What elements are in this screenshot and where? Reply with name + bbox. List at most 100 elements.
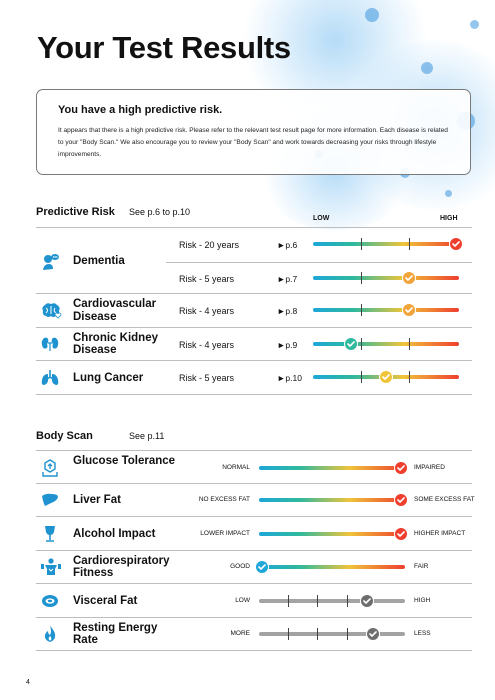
page-reference-link[interactable]: ►p.10 <box>277 373 302 383</box>
score-bar <box>313 370 459 384</box>
score-marker <box>393 493 408 508</box>
body-scan-heading: Body Scan <box>36 430 93 442</box>
score-bar <box>313 303 459 317</box>
scale-left-label: GOOD <box>230 563 250 571</box>
flame-icon <box>40 624 60 644</box>
glucose-icon <box>40 458 60 478</box>
scale-right-label: HIGH <box>414 596 431 604</box>
risk-row: Dementia Risk - 20 years ►p.6 Risk - 5 year… <box>36 227 472 294</box>
scale-high-label: HIGH <box>440 215 458 222</box>
scale-left-label: NORMAL <box>222 463 250 471</box>
bar-tick <box>317 628 319 641</box>
scale-right-label: HIGHER IMPACT <box>414 529 466 537</box>
scale-low-label: LOW <box>313 215 330 222</box>
risk-period: Risk - 4 years <box>179 339 235 350</box>
score-marker <box>254 560 269 575</box>
measure-name: Glucose Tolerance <box>73 455 176 468</box>
score-marker <box>402 303 417 317</box>
risk-row: Cardiovascular Disease Risk - 4 years ►p.8 <box>36 294 472 328</box>
bar-tick <box>361 371 363 383</box>
score-bar <box>313 270 459 285</box>
measure-name: Liver Fat <box>73 494 121 506</box>
scale-left-label: LOW <box>235 596 250 604</box>
measure-name: Cardiorespiratory Fitness <box>73 554 170 580</box>
measure-name: Alcohol Impact <box>73 527 156 540</box>
bar-tick <box>317 594 319 607</box>
risk-alert-box: You have a high predictive risk. It appe… <box>36 89 471 175</box>
scale-right-label: FAIR <box>414 563 429 571</box>
disease-name: Chronic Kidney Disease <box>73 331 158 357</box>
alert-heading: You have a high predictive risk. <box>58 104 223 116</box>
score-bar <box>259 493 408 508</box>
scale-right-label: IMPAIRED <box>414 463 445 471</box>
risk-period: Risk - 5 years <box>179 373 235 383</box>
bar-tick <box>361 238 363 250</box>
bar-tick <box>288 628 290 641</box>
score-marker <box>402 270 417 285</box>
lungs-icon <box>40 368 60 388</box>
brain-heart-icon <box>40 301 62 321</box>
bar-tick <box>361 271 363 284</box>
glass-icon <box>40 524 60 544</box>
risk-period: Risk - 5 years <box>179 273 235 284</box>
bar-tick <box>409 337 411 350</box>
disease-name: Cardiovascular Disease <box>73 298 157 323</box>
score-bar <box>313 336 459 351</box>
bar-tick <box>361 304 363 316</box>
risk-row: Chronic Kidney Disease Risk - 4 years ►p.9 <box>36 328 472 361</box>
score-bar <box>259 593 405 608</box>
score-bar <box>313 237 464 251</box>
scale-left-label: LOWER IMPACT <box>200 529 250 537</box>
scale-right-label: SOME EXCESS FAT <box>414 496 475 504</box>
measure-name: Visceral Fat <box>73 594 138 607</box>
score-marker <box>379 370 393 384</box>
body-scan-row: Alcohol Impact LOWER IMPACT HIGHER IMPACT <box>36 517 472 551</box>
score-marker <box>393 526 408 541</box>
predictive-risk-reference: See p.6 to p.10 <box>129 207 191 217</box>
disease-name: Dementia <box>73 255 125 268</box>
liver-icon <box>40 490 60 510</box>
body-scan-row: Visceral Fat LOW HIGH <box>36 584 472 618</box>
sub-row-divider <box>166 261 472 263</box>
page-reference-link[interactable]: ►p.9 <box>277 339 298 350</box>
predictive-risk-heading: Predictive Risk <box>36 206 115 218</box>
bar-tick <box>346 628 348 641</box>
bar-tick <box>409 371 411 383</box>
fitness-icon <box>40 557 61 577</box>
score-bar <box>254 560 405 575</box>
bar-tick <box>346 594 348 607</box>
page-reference-link[interactable]: ►p.6 <box>277 240 298 250</box>
dementia-icon <box>40 252 60 272</box>
body-scan-row: Liver Fat NO EXCESS FAT SOME EXCESS FAT <box>36 484 475 517</box>
scale-right-label: LESS <box>414 630 431 638</box>
page-reference-link[interactable]: ►p.8 <box>277 306 298 316</box>
predictive-risk-table: Dementia Risk - 20 years ►p.6 Risk - 5 year… <box>36 227 472 395</box>
bar-tick <box>409 238 411 250</box>
score-marker <box>449 237 464 251</box>
scale-left-label: NO EXCESS FAT <box>198 496 250 504</box>
bar-tick <box>361 337 363 350</box>
score-marker <box>360 593 375 608</box>
page-reference-link[interactable]: ►p.7 <box>277 273 298 284</box>
score-bar <box>259 460 408 475</box>
body-scan-table: Glucose Tolerance NORMAL IMPAIRED Liver Fat… <box>36 450 475 651</box>
body-scan-row: Resting Energy Rate MORE LESS <box>36 618 472 651</box>
page-number: 4 <box>26 679 30 686</box>
kidney-icon <box>40 334 60 354</box>
page-title: Your Test Results <box>37 30 291 65</box>
body-scan-row: Glucose Tolerance NORMAL IMPAIRED <box>36 450 472 484</box>
score-bar <box>259 526 408 541</box>
disease-name: Lung Cancer <box>73 371 144 384</box>
score-marker <box>393 460 408 475</box>
measure-name: Resting Energy Rate <box>73 621 158 647</box>
bar-tick <box>288 594 290 607</box>
risk-row: Lung Cancer Risk - 5 years ►p.10 <box>36 361 472 395</box>
body-scan-row: Cardiorespiratory Fitness GOOD FAIR <box>36 551 472 584</box>
score-marker <box>365 627 380 642</box>
visceral-fat-icon <box>40 591 60 611</box>
risk-period: Risk - 4 years <box>179 306 235 316</box>
alert-body: It appears that there is a high predicti… <box>58 127 448 158</box>
risk-period: Risk - 20 years <box>179 240 240 250</box>
scale-left-label: MORE <box>230 630 251 638</box>
score-bar <box>259 627 405 642</box>
